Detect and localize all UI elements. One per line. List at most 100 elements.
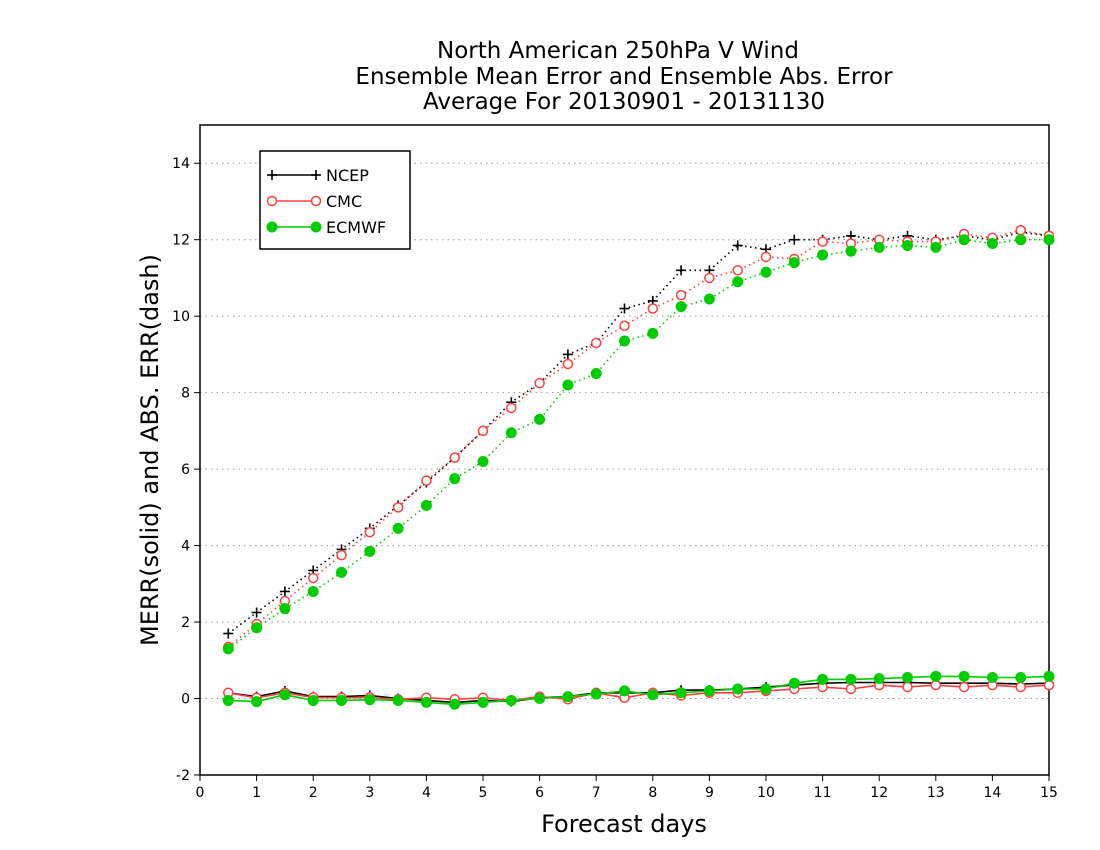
point-abs-err-ecmwf (1043, 234, 1055, 246)
point-abs-err-ecmwf (392, 522, 404, 534)
point-mean-err-ecmwf (505, 694, 517, 706)
point-abs-err-ecmwf (279, 603, 291, 615)
x-tick-label: 2 (309, 785, 318, 801)
point-abs-err-cmc (534, 377, 545, 389)
legend-marker-ecmwf (310, 221, 322, 233)
point-mean-err-ecmwf (675, 687, 687, 699)
y-tick-label: 2 (181, 615, 190, 631)
legend-marker-cmc (310, 195, 322, 207)
point-mean-err-ecmwf (392, 694, 404, 706)
x-tick-label: 9 (705, 785, 714, 801)
point-mean-err-ecmwf (1015, 672, 1027, 683)
point-abs-err-cmc (449, 452, 460, 463)
point-mean-err-ecmwf (534, 693, 546, 705)
chart-title-line-1: North American 250hPa V Wind (437, 38, 799, 64)
legend-box (259, 150, 411, 250)
x-tick-label: 5 (479, 785, 488, 801)
series-line-abs-err-ecmwf (227, 238, 1049, 650)
point-abs-err-ncep (251, 607, 262, 618)
point-abs-err-ecmwf (647, 327, 659, 339)
point-abs-err-cmc (506, 402, 517, 414)
x-tick-label: 8 (648, 785, 657, 801)
point-abs-err-ecmwf (958, 234, 970, 246)
point-mean-err-cmc (1015, 681, 1026, 693)
point-abs-err-ecmwf (222, 643, 234, 655)
point-mean-err-cmc (930, 679, 942, 691)
x-tick-label: 6 (535, 785, 544, 801)
point-abs-err-cmc (421, 475, 432, 486)
point-mean-err-ecmwf (986, 672, 998, 683)
point-abs-err-cmc (477, 425, 489, 437)
point-abs-err-ecmwf (873, 241, 885, 253)
legend-marker-ncep (311, 170, 321, 180)
point-abs-err-ecmwf (930, 241, 942, 253)
y-tick-label: 6 (181, 462, 190, 478)
x-tick-label: 15 (1040, 785, 1058, 801)
y-tick-label: 0 (181, 692, 190, 708)
point-abs-err-ecmwf (845, 245, 857, 257)
x-tick-label: 11 (814, 785, 832, 801)
point-abs-err-ecmwf (307, 585, 319, 597)
point-abs-err-ecmwf (1015, 234, 1027, 246)
point-mean-err-ecmwf (336, 694, 347, 706)
point-mean-err-cmc (902, 681, 913, 693)
y-axis-label: MERR(solid) and ABS. ERR(dash) (136, 254, 164, 646)
point-mean-err-ecmwf (590, 688, 602, 700)
point-mean-err-cmc (958, 681, 970, 693)
y-tick-label: -2 (176, 768, 190, 784)
point-abs-err-cmc (562, 358, 574, 370)
series-line-abs-err-ncep (227, 231, 1050, 635)
point-mean-err-ecmwf (251, 696, 263, 708)
point-abs-err-ecmwf (251, 622, 263, 634)
point-abs-err-ecmwf (675, 301, 687, 313)
point-mean-err-ecmwf (1043, 670, 1055, 682)
point-abs-err-ecmwf (420, 499, 432, 511)
point-mean-err-ecmwf (902, 672, 913, 683)
point-abs-err-cmc (619, 320, 630, 331)
y-tick-label: 10 (172, 309, 190, 325)
series-line-abs-err-cmc (227, 229, 1050, 648)
point-mean-err-ecmwf (307, 694, 319, 706)
legend-marker-ecmwf (266, 221, 278, 233)
point-mean-err-ecmwf (420, 696, 432, 708)
point-abs-err-ecmwf (477, 455, 489, 467)
point-abs-err-cmc (364, 526, 376, 538)
point-abs-err-cmc (675, 289, 687, 301)
point-abs-err-cmc (760, 251, 772, 263)
point-abs-err-ecmwf (449, 473, 461, 485)
legend-marker-ncep (267, 170, 277, 180)
point-abs-err-cmc (647, 303, 659, 314)
point-abs-err-ecmwf (534, 413, 546, 425)
point-abs-err-ecmwf (364, 545, 376, 557)
point-mean-err-ecmwf (817, 673, 829, 685)
point-abs-err-ncep (732, 240, 743, 251)
point-mean-err-ecmwf (449, 698, 461, 710)
point-mean-err-ecmwf (930, 670, 942, 682)
point-abs-err-cmc (392, 502, 404, 513)
plot-frame (199, 124, 1050, 776)
point-abs-err-cmc (307, 572, 319, 584)
point-abs-err-cmc (336, 549, 347, 561)
point-mean-err-ecmwf (222, 694, 234, 706)
x-tick-label: 0 (196, 785, 205, 801)
point-abs-err-ecmwf (986, 238, 998, 250)
point-mean-err-ecmwf (845, 673, 857, 685)
series-line-mean-err-ecmwf (228, 675, 1050, 706)
series-layer (222, 224, 1055, 710)
point-mean-err-ecmwf (279, 689, 291, 701)
point-mean-err-ecmwf (647, 689, 659, 701)
point-abs-err-ecmwf (336, 566, 347, 578)
point-mean-err-ecmwf (873, 673, 885, 685)
point-abs-err-ecmwf (562, 379, 574, 391)
x-tick-label: 7 (592, 785, 601, 801)
legend-label-ecmwf: ECMWF (326, 218, 386, 237)
legend-label-cmc: CMC (326, 192, 362, 211)
x-tick-label: 1 (252, 785, 261, 801)
point-mean-err-cmc (845, 683, 857, 695)
x-tick-label: 4 (422, 785, 431, 801)
chart-title-line-3: Average For 20130901 - 20131130 (423, 89, 825, 115)
point-abs-err-ecmwf (505, 427, 517, 439)
point-mean-err-ecmwf (477, 696, 489, 708)
point-mean-err-ecmwf (958, 670, 970, 682)
legend: NCEP CMC ECMWF (259, 150, 411, 250)
